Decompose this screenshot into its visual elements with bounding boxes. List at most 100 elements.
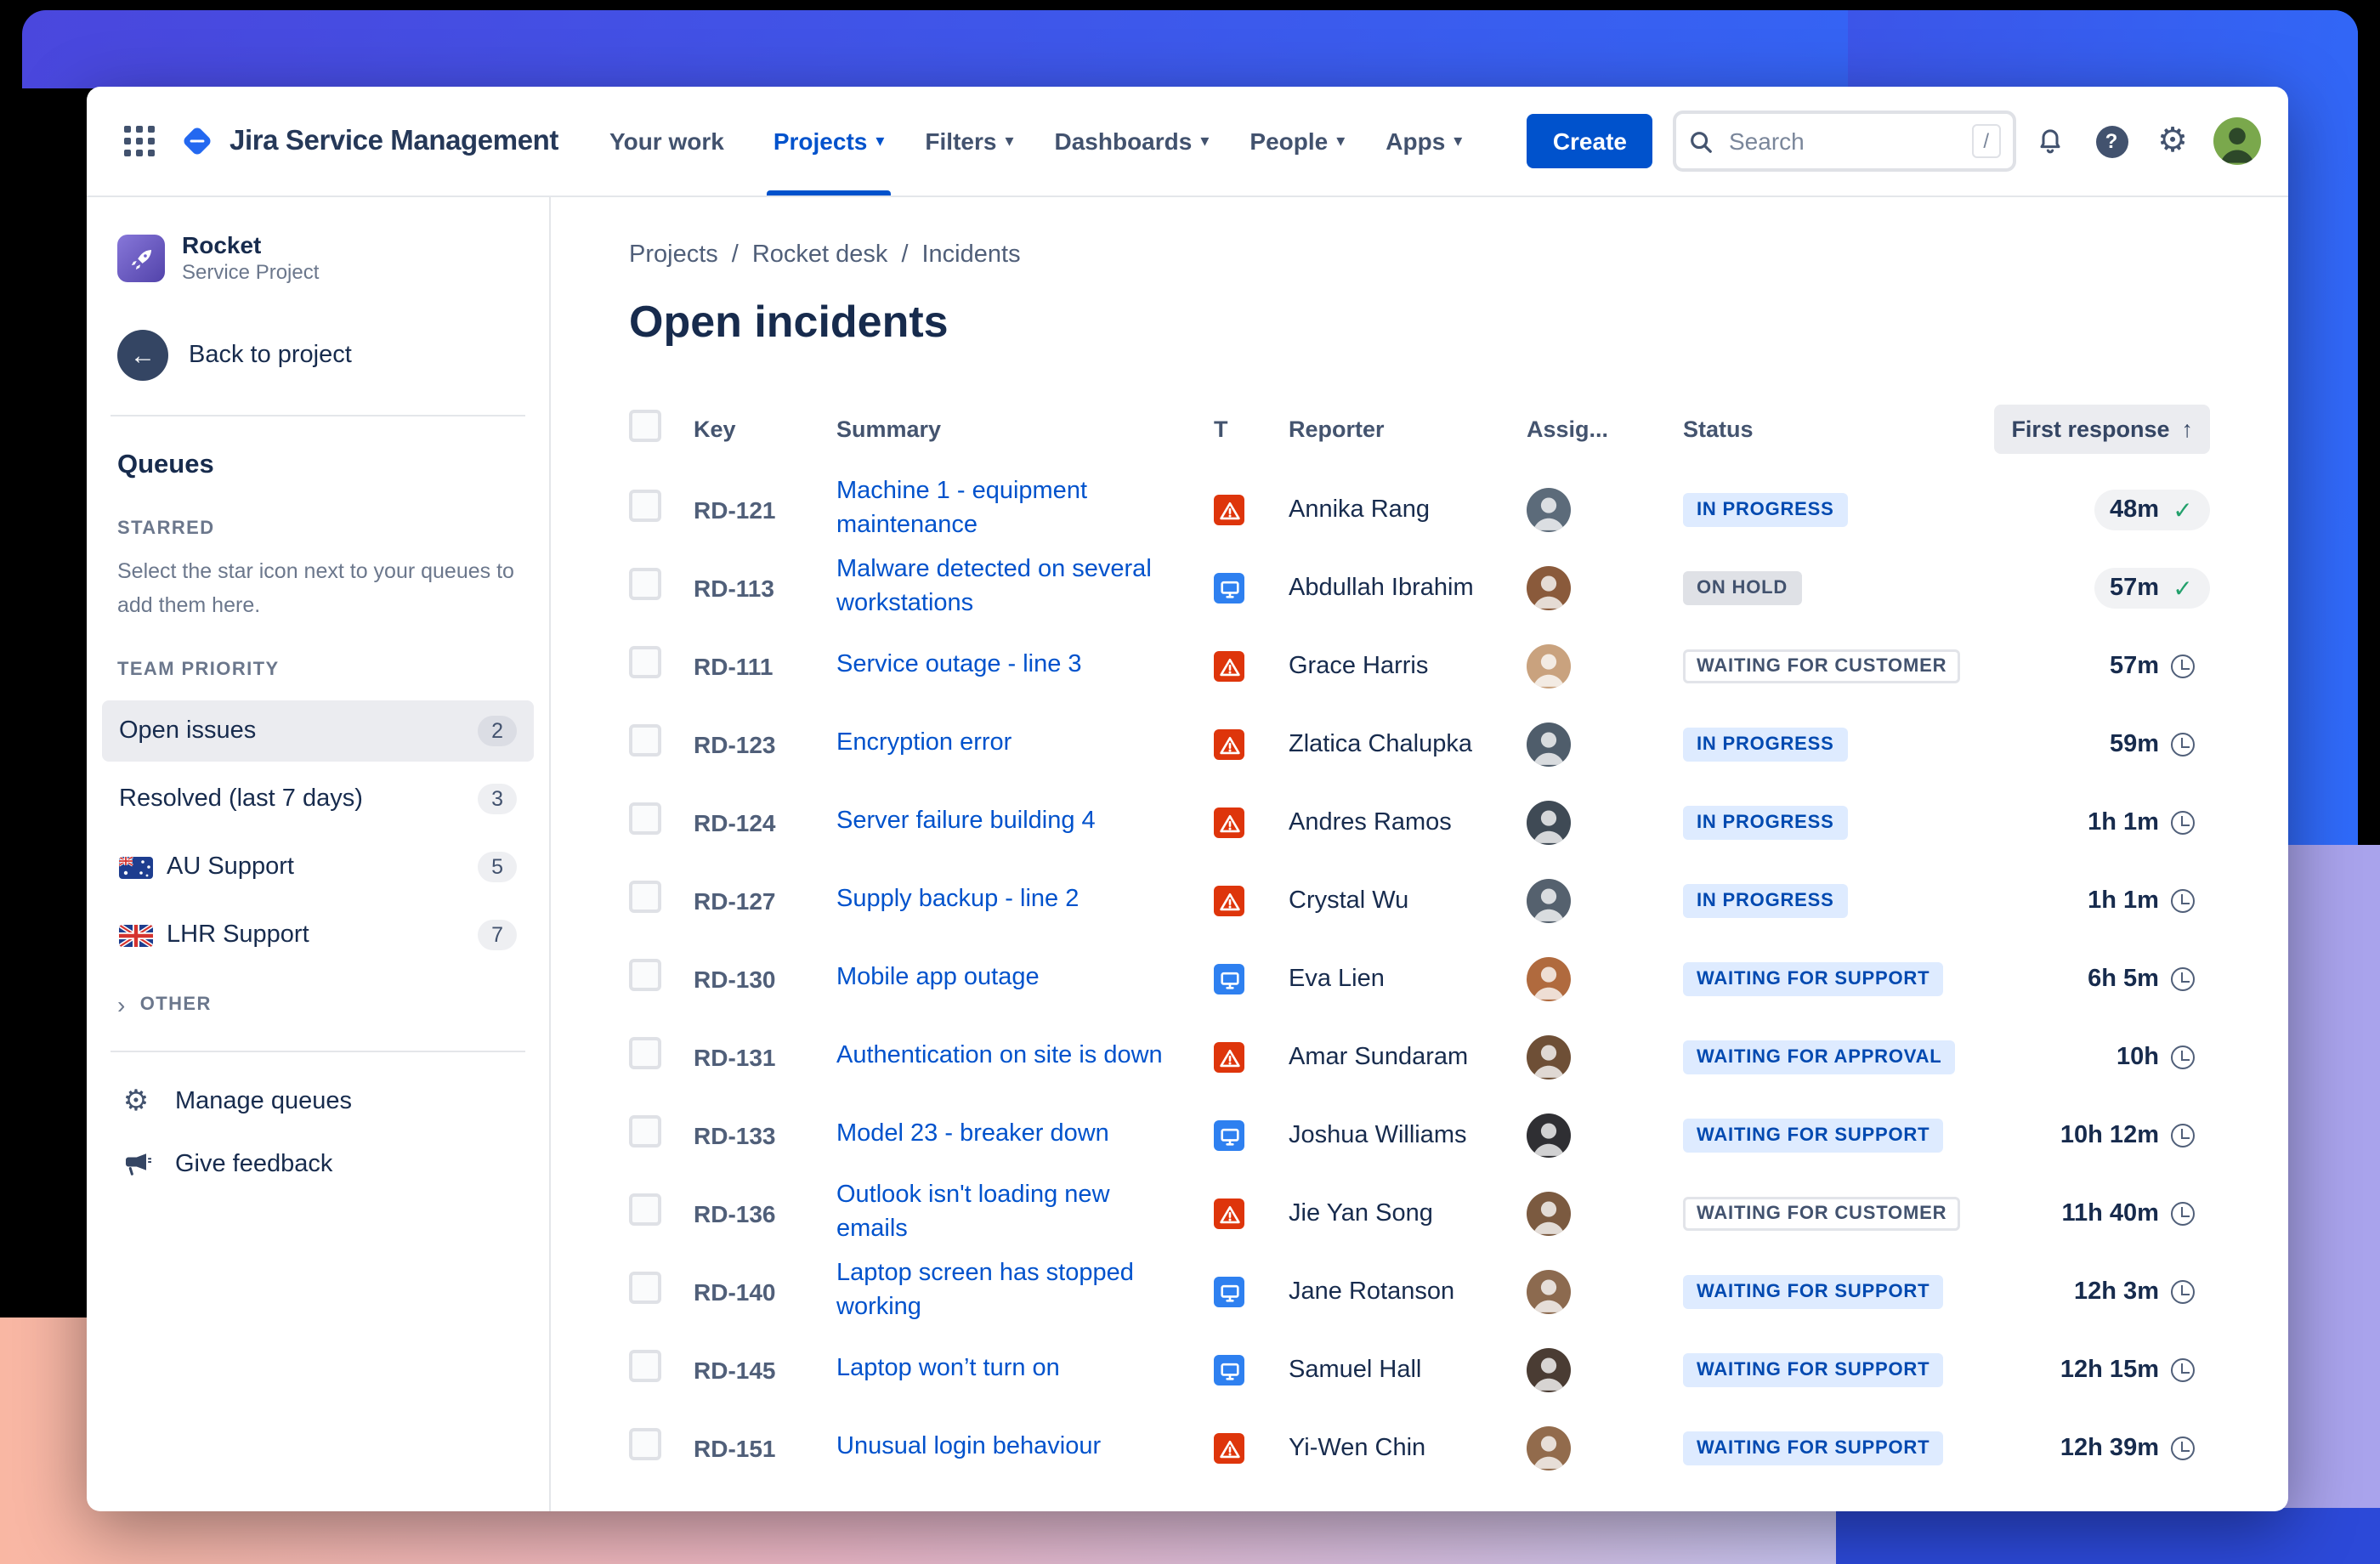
assignee-avatar[interactable] — [1527, 1035, 1571, 1080]
row-checkbox[interactable] — [629, 568, 661, 600]
row-checkbox[interactable] — [629, 490, 661, 522]
queue-item[interactable]: AU Support 5 — [102, 836, 534, 898]
nav-item[interactable]: Your work — [589, 87, 753, 196]
table-row[interactable]: RD-127 Supply backup - line 2 — [629, 862, 2210, 940]
nav-item[interactable]: People ▾ — [1229, 87, 1365, 196]
issue-summary-link[interactable]: Mobile app outage — [836, 964, 1040, 992]
column-header-reporter[interactable]: Reporter — [1289, 416, 1385, 441]
status-badge[interactable]: IN PROGRESS — [1683, 493, 1848, 527]
select-all-checkbox[interactable] — [629, 410, 661, 442]
table-row[interactable]: RD-140 Laptop screen has stopped working — [629, 1253, 2210, 1331]
issue-summary-link[interactable]: Service outage - line 3 — [836, 651, 1082, 679]
status-badge[interactable]: IN PROGRESS — [1683, 806, 1848, 840]
assignee-avatar[interactable] — [1527, 1270, 1571, 1314]
status-badge[interactable]: WAITING FOR CUSTOMER — [1683, 649, 1961, 683]
row-checkbox[interactable] — [629, 1115, 661, 1148]
assignee-avatar[interactable] — [1527, 879, 1571, 923]
other-section-toggle[interactable]: › OTHER — [117, 993, 518, 1017]
queue-item[interactable]: LHR Support 7 — [102, 904, 534, 966]
table-row[interactable]: RD-123 Encryption error — [629, 706, 2210, 784]
issue-summary-link[interactable]: Machine 1 - equipment maintenance — [836, 478, 1087, 539]
issue-summary-link[interactable]: Unusual login behaviour — [836, 1433, 1102, 1461]
row-checkbox[interactable] — [629, 646, 661, 678]
app-switcher-icon[interactable] — [114, 116, 165, 167]
status-badge[interactable]: IN PROGRESS — [1683, 728, 1848, 762]
column-header-first-response-sort[interactable]: First response ↑ — [1994, 404, 2210, 453]
table-row[interactable]: RD-121 Machine 1 - equipment maintenance — [629, 471, 2210, 549]
row-checkbox[interactable] — [629, 959, 661, 991]
row-checkbox[interactable] — [629, 1272, 661, 1304]
issue-summary-link[interactable]: Malware detected on several workstations — [836, 556, 1152, 617]
queue-item[interactable]: Resolved (last 7 days) 3 — [102, 768, 534, 830]
status-badge[interactable]: WAITING FOR SUPPORT — [1683, 1275, 1944, 1309]
create-button[interactable]: Create — [1527, 114, 1652, 168]
row-checkbox[interactable] — [629, 1193, 661, 1226]
nav-item[interactable]: Projects ▾ — [753, 87, 905, 196]
assignee-avatar[interactable] — [1527, 1192, 1571, 1236]
queue-item[interactable]: Open issues 2 — [102, 700, 534, 762]
row-checkbox[interactable] — [629, 802, 661, 835]
status-badge[interactable]: WAITING FOR APPROVAL — [1683, 1040, 1956, 1074]
assignee-avatar[interactable] — [1527, 1114, 1571, 1158]
manage-queues[interactable]: ⚙ Manage queues — [117, 1086, 518, 1115]
assignee-avatar[interactable] — [1527, 957, 1571, 1001]
assignee-avatar[interactable] — [1527, 566, 1571, 610]
issue-summary-link[interactable]: Authentication on site is down — [836, 1042, 1163, 1070]
breadcrumb-link[interactable]: Incidents — [921, 241, 1021, 269]
row-checkbox[interactable] — [629, 1428, 661, 1460]
table-row[interactable]: RD-131 Authentication on site is down — [629, 1018, 2210, 1096]
table-row[interactable]: RD-111 Service outage - line 3 — [629, 627, 2210, 706]
back-to-project[interactable]: ← Back to project — [117, 330, 518, 382]
status-badge[interactable]: IN PROGRESS — [1683, 884, 1848, 918]
column-header-key[interactable]: Key — [694, 416, 736, 441]
issue-summary-link[interactable]: Encryption error — [836, 729, 1012, 757]
column-header-assignee[interactable]: Assig... — [1527, 416, 1609, 441]
table-row[interactable]: RD-113 Malware detected on several works… — [629, 549, 2210, 627]
status-badge[interactable]: ON HOLD — [1683, 571, 1802, 605]
user-avatar[interactable] — [2213, 117, 2261, 165]
assignee-avatar[interactable] — [1527, 1348, 1571, 1392]
help-button[interactable]: ? — [2084, 114, 2139, 168]
status-badge[interactable]: WAITING FOR SUPPORT — [1683, 1431, 1944, 1465]
issue-summary-link[interactable]: Server failure building 4 — [836, 808, 1096, 836]
row-checkbox[interactable] — [629, 1350, 661, 1382]
row-checkbox[interactable] — [629, 1037, 661, 1069]
table-row[interactable]: RD-124 Server failure building 4 — [629, 784, 2210, 862]
assignee-avatar[interactable] — [1527, 1426, 1571, 1470]
search-input[interactable] — [1726, 126, 1960, 156]
status-badge[interactable]: WAITING FOR SUPPORT — [1683, 962, 1944, 996]
row-checkbox[interactable] — [629, 724, 661, 756]
status-badge[interactable]: WAITING FOR CUSTOMER — [1683, 1197, 1961, 1231]
table-row[interactable]: RD-145 Laptop won’t turn on — [629, 1331, 2210, 1409]
notifications-button[interactable] — [2023, 114, 2077, 168]
table-row[interactable]: RD-151 Unusual login behaviour — [629, 1409, 2210, 1488]
issue-summary-link[interactable]: Supply backup - line 2 — [836, 886, 1080, 914]
give-feedback[interactable]: Give feedback — [117, 1149, 518, 1180]
table-row[interactable]: RD-133 Model 23 - breaker down — [629, 1096, 2210, 1175]
breadcrumb-link[interactable]: Projects — [629, 241, 718, 269]
nav-item[interactable]: Apps ▾ — [1365, 87, 1482, 196]
nav-item[interactable]: Dashboards ▾ — [1034, 87, 1230, 196]
issue-summary-link[interactable]: Model 23 - breaker down — [836, 1120, 1109, 1148]
assignee-avatar[interactable] — [1527, 644, 1571, 688]
breadcrumb-link[interactable]: Rocket desk — [751, 241, 888, 269]
status-badge[interactable]: WAITING FOR SUPPORT — [1683, 1119, 1944, 1153]
column-header-summary[interactable]: Summary — [836, 416, 942, 441]
table-row[interactable]: RD-130 Mobile app outage — [629, 940, 2210, 1018]
column-header-type[interactable]: T — [1214, 416, 1228, 441]
search-box[interactable]: / — [1673, 110, 2016, 172]
nav-item[interactable]: Filters ▾ — [904, 87, 1034, 196]
status-badge[interactable]: WAITING FOR SUPPORT — [1683, 1353, 1944, 1387]
issue-summary-link[interactable]: Laptop won’t turn on — [836, 1355, 1060, 1383]
assignee-avatar[interactable] — [1527, 722, 1571, 767]
column-header-status[interactable]: Status — [1683, 416, 1754, 441]
assignee-avatar[interactable] — [1527, 488, 1571, 532]
project-header[interactable]: Rocket Service Project — [117, 231, 518, 286]
issue-summary-link[interactable]: Laptop screen has stopped working — [836, 1260, 1134, 1321]
settings-button[interactable]: ⚙ — [2145, 114, 2200, 168]
jira-logo[interactable]: Jira Service Management — [178, 122, 558, 160]
assignee-avatar[interactable] — [1527, 801, 1571, 845]
table-row[interactable]: RD-136 Outlook isn't loading new emails — [629, 1175, 2210, 1253]
issue-summary-link[interactable]: Outlook isn't loading new emails — [836, 1182, 1110, 1243]
row-checkbox[interactable] — [629, 881, 661, 913]
